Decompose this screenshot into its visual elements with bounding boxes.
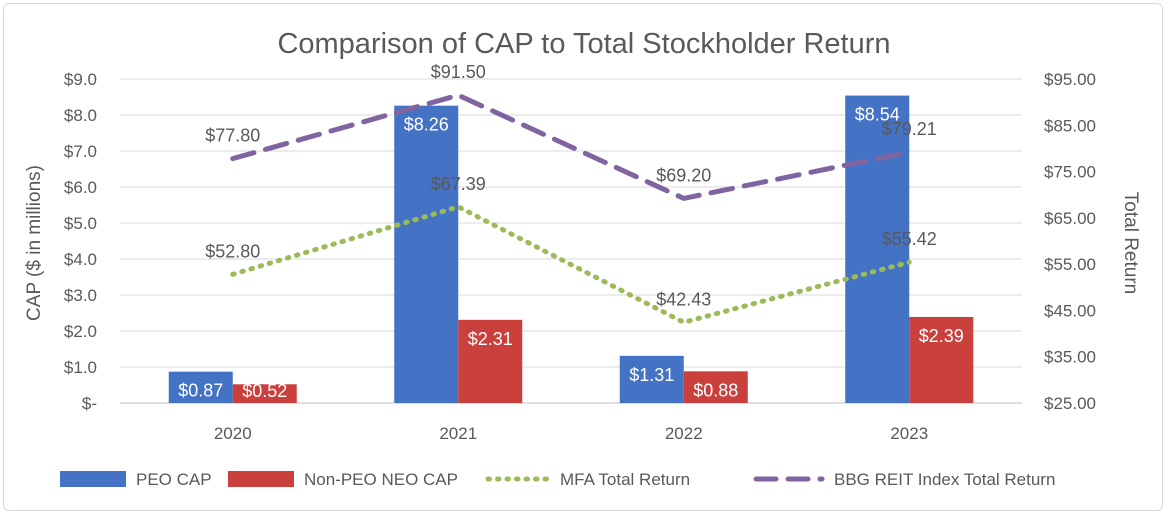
y-tick-left: $2.0 xyxy=(64,322,97,341)
bar-data-label: $8.26 xyxy=(404,115,449,135)
bar xyxy=(909,316,974,403)
line-data-label: $42.43 xyxy=(656,289,711,309)
bar-data-label: $0.88 xyxy=(693,380,738,400)
y-tick-left: $8.0 xyxy=(64,106,97,125)
y-tick-right: $95.00 xyxy=(1044,70,1096,89)
y-tick-left: $9.0 xyxy=(64,70,97,89)
line-data-label: $52.80 xyxy=(205,241,260,261)
y-tick-left: $4.0 xyxy=(64,250,97,269)
x-tick-label: 2022 xyxy=(665,424,703,443)
y-tick-right: $85.00 xyxy=(1044,116,1096,135)
chart-title: Comparison of CAP to Total Stockholder R… xyxy=(277,28,890,60)
legend: PEO CAP Non-PEO NEO CAP MFA Total Return BB… xyxy=(60,470,1055,489)
line-data-label: $67.39 xyxy=(431,174,486,194)
series-lines xyxy=(230,92,912,325)
y-tick-right: $55.00 xyxy=(1044,255,1096,274)
bar xyxy=(394,105,459,403)
legend-label: PEO CAP xyxy=(136,470,212,489)
y-tick-left: $1.0 xyxy=(64,358,97,377)
bar xyxy=(458,319,523,403)
y-tick-left: $3.0 xyxy=(64,286,97,305)
legend-label: MFA Total Return xyxy=(560,470,690,489)
series-line xyxy=(230,92,912,202)
y-tick-left: $5.0 xyxy=(64,214,97,233)
legend-swatch xyxy=(228,471,294,487)
bar-data-label: $2.39 xyxy=(919,326,964,346)
line-data-label: $69.20 xyxy=(656,165,711,185)
bar xyxy=(619,355,684,403)
axis-ticks: $- $1.0 $2.0 $3.0 $4.0 $5.0 $6.0 $7.0 $8.0 $9.0 $2… xyxy=(64,70,1096,443)
line-data-label: $55.42 xyxy=(882,229,937,249)
y-tick-right: $35.00 xyxy=(1044,348,1096,367)
x-tick-label: 2021 xyxy=(439,424,477,443)
legend-label: Non-PEO NEO CAP xyxy=(304,470,458,489)
y-axis-label-right: Total Return xyxy=(1120,192,1141,294)
data-labels: $0.87 $8.26 $1.31 $8.54 $0.52 $2.31 $0.88 $2.39… xyxy=(178,62,964,401)
y-tick-right: $75.00 xyxy=(1044,163,1096,182)
line-data-label: $91.50 xyxy=(431,62,486,82)
y-tick-left: $6.0 xyxy=(64,178,97,197)
bar-data-label: $0.87 xyxy=(178,381,223,401)
y-axis-label-left: CAP ($ in millions) xyxy=(24,165,45,321)
bar-data-label: $8.54 xyxy=(855,105,900,125)
bar xyxy=(232,384,297,403)
y-tick-right: $25.00 xyxy=(1044,394,1096,413)
x-tick-label: 2020 xyxy=(214,424,252,443)
bars xyxy=(168,95,974,403)
series-line xyxy=(230,204,912,325)
bar xyxy=(168,371,233,403)
y-tick-left: $7.0 xyxy=(64,142,97,161)
line-data-label: $77.80 xyxy=(205,126,260,146)
legend-swatch xyxy=(60,471,126,487)
bar-data-label: $1.31 xyxy=(629,365,674,385)
bar-data-label: $0.52 xyxy=(242,381,287,401)
bar-data-label: $2.31 xyxy=(468,329,513,349)
bar xyxy=(683,371,748,403)
legend-label: BBG REIT Index Total Return xyxy=(834,470,1055,489)
chart-frame xyxy=(3,3,1163,511)
y-tick-right: $65.00 xyxy=(1044,209,1096,228)
bar xyxy=(845,95,910,403)
y-tick-left: $- xyxy=(82,394,97,413)
line-data-label: $79.21 xyxy=(882,119,937,139)
x-tick-label: 2023 xyxy=(890,424,928,443)
y-tick-right: $45.00 xyxy=(1044,301,1096,320)
